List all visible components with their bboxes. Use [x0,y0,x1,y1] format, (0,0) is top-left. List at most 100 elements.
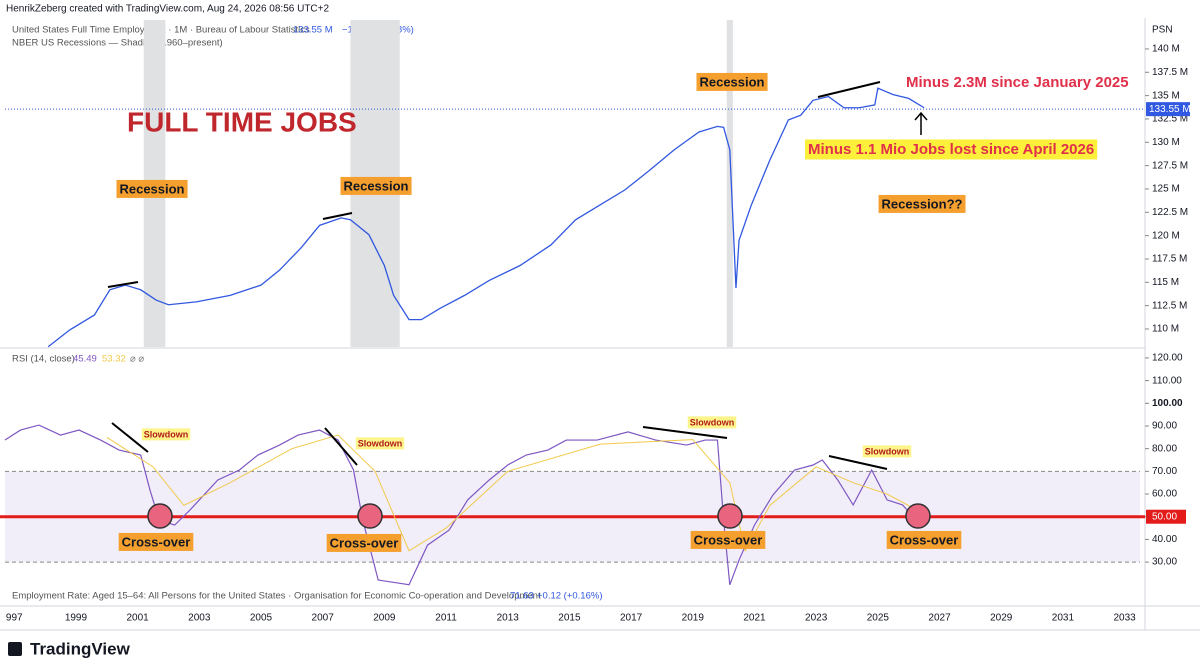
crossover-marker [147,503,173,529]
annotation-crossover: Cross-over [122,534,191,549]
trend-line [817,81,881,98]
y-tick-label: 127.5 M [1152,160,1188,171]
x-tick-label: 2011 [435,613,457,624]
x-tick-label: 2009 [373,613,396,624]
annotation-note: Minus 1.1 Mio Jobs lost since April 2026 [808,141,1094,158]
annotation-crossover: Cross-over [330,535,399,550]
y-tick-label: 115 M [1152,277,1179,288]
line [47,87,925,348]
crossover-marker [357,503,383,529]
y-tick-label: 135 M [1152,90,1180,101]
annotation-slowdown: Slowdown [865,446,910,456]
footer-series: Employment Rate: Aged 15–64: All Persons… [12,591,541,602]
label-box [340,176,412,195]
label-box [862,445,912,458]
footer-change: +0.12 (+0.16%) [537,591,603,602]
label-box [326,533,402,552]
trend-line [111,422,149,453]
annotation-note: Minus 2.3M since January 2025 [906,74,1129,91]
annotation-recession: Recession?? [882,196,963,211]
last-value-label: 133.55 M [1149,104,1191,115]
y-tick-label: 120.00 [1152,353,1183,364]
trend-line [107,281,139,288]
annotation-recession: Recession [343,178,408,193]
annotation-slowdown: Slowdown [358,438,403,448]
last-value: 133.55 M [293,25,333,36]
trend-line [324,427,358,466]
label-box [118,532,194,551]
x-tick-label: 2015 [558,613,581,624]
y-tick-label: 110 M [1152,324,1179,335]
label-box [141,428,191,441]
y-tick-label: 122.5 M [1152,207,1188,218]
y-tick-label: 90.00 [1152,421,1177,432]
label-box [878,194,966,213]
trend-line [642,426,728,439]
annotation-slowdown: Slowdown [690,417,735,427]
trend-line [322,212,353,220]
x-tick-label: 2007 [312,613,335,624]
x-tick-label: 2031 [1052,613,1075,624]
label-box [886,530,962,549]
crossover-marker [717,503,743,529]
recession-title: NBER US Recessions — Shading (1960–prese… [12,38,223,49]
x-tick-label: 2029 [990,613,1013,624]
x-tick-label: 2023 [805,613,828,624]
y-tick-label: 30.00 [1152,557,1177,568]
x-tick-label: 2033 [1113,613,1136,624]
x-tick-label: 2017 [620,613,643,624]
y-tick-label: 40.00 [1152,534,1177,545]
x-tick-label: 2013 [497,613,520,624]
y-tick-label: 137.5 M [1152,67,1188,78]
y-tick-label: 60.00 [1152,489,1177,500]
y-tick-label: 125 M [1152,184,1180,195]
annotation-crossover: Cross-over [890,532,959,547]
annotation-recession: Recession [119,181,184,196]
rsi-title: RSI (14, close) [12,354,75,365]
x-tick-label: 2025 [867,613,890,624]
x-tick-label: 2005 [250,613,273,624]
label-box [116,179,188,198]
y-tick-label: 140 M [1152,44,1180,55]
recession-shading [726,20,733,347]
y-tick-label: 80.00 [1152,443,1177,454]
rsi-extra: ⌀ ⌀ [130,354,144,365]
annotation-slowdown: Slowdown [144,429,189,439]
y-tick-label: 112.5 M [1152,300,1187,311]
midline-badge [1146,509,1186,524]
x-tick-label: 1999 [65,613,88,624]
x-tick-label: 2001 [126,613,149,624]
last-value-badge [1146,102,1190,117]
crossover-marker [905,503,931,529]
signal-line [106,434,922,553]
y-tick-label: 100.00 [1152,398,1183,409]
rsi-signal: 53.32 [102,354,126,365]
y-tick-label: 120 M [1152,230,1180,241]
logo [8,642,22,656]
annotation-recession: Recession [699,74,764,89]
brand: TradingView [30,639,131,658]
annotation-title: FULL TIME JOBS [127,106,357,137]
y-tick-label: 130 M [1152,137,1180,148]
x-tick-label: 2021 [743,613,766,624]
x-tick-label: 2019 [682,613,705,624]
label-box [805,139,1098,160]
x-tick-label: 2003 [188,613,211,624]
y-tick-label: 50.00 [1152,511,1177,522]
x-tick-label: 997 [6,613,23,624]
trend-line [828,455,888,470]
x-tick-label: 2027 [928,613,951,624]
rsi-value: 45.49 [73,354,97,365]
y-tick-label: 110.00 [1152,375,1182,386]
annotation-crossover: Cross-over [694,532,763,547]
watermark: HenrikZeberg created with TradingView.co… [6,4,329,15]
label-box [690,530,766,549]
axis-unit: PSN [1152,25,1173,36]
footer-value: 71.63 [510,591,534,602]
label-box [687,416,737,429]
arrow [914,111,928,135]
y-tick-label: 132.5 M [1152,114,1188,125]
label-box [696,72,768,91]
